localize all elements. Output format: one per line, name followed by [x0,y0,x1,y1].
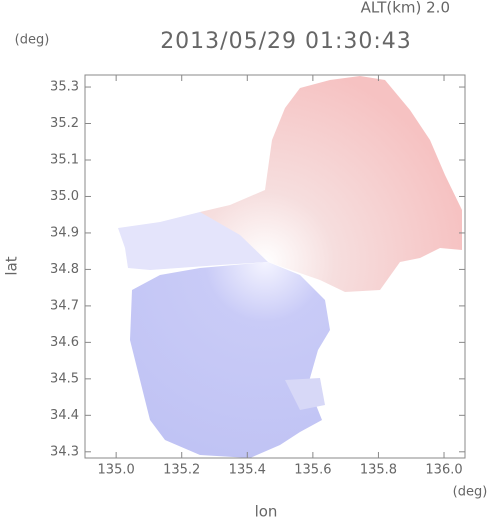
plot-frame [84,74,466,459]
y-tick-label: 34.4 [50,408,79,423]
x-tick-label: 135.0 [98,463,135,478]
y-unit: (deg) [15,33,50,48]
x-tick-label: 135.4 [229,463,266,478]
y-tick-label: 34.6 [50,335,79,350]
radar-echo [118,76,462,458]
chart-title: 2013/05/29 01:30:43 [160,29,412,54]
x-tick-label: 135.6 [294,463,331,478]
y-tick-label: 35.1 [50,152,79,167]
x-tick-label: 135.2 [163,463,200,478]
x-tick-label: 136.0 [425,463,462,478]
x-axis-label: lon [255,503,278,521]
y-tick-label: 34.3 [50,444,79,459]
y-tick-label: 34.8 [50,262,79,277]
x-unit: (deg) [453,485,488,500]
y-tick-label: 35.2 [50,116,79,131]
y-tick-label: 34.9 [50,225,79,240]
y-tick-label: 34.5 [50,371,79,386]
y-tick-label: 35.0 [50,189,79,204]
annotation: ALT(km) 2.0 [361,0,450,17]
y-tick-label: 34.7 [50,298,79,313]
x-tick-label: 135.8 [360,463,397,478]
y-axis-label: lat [3,256,21,275]
y-tick-label: 35.3 [50,80,79,95]
